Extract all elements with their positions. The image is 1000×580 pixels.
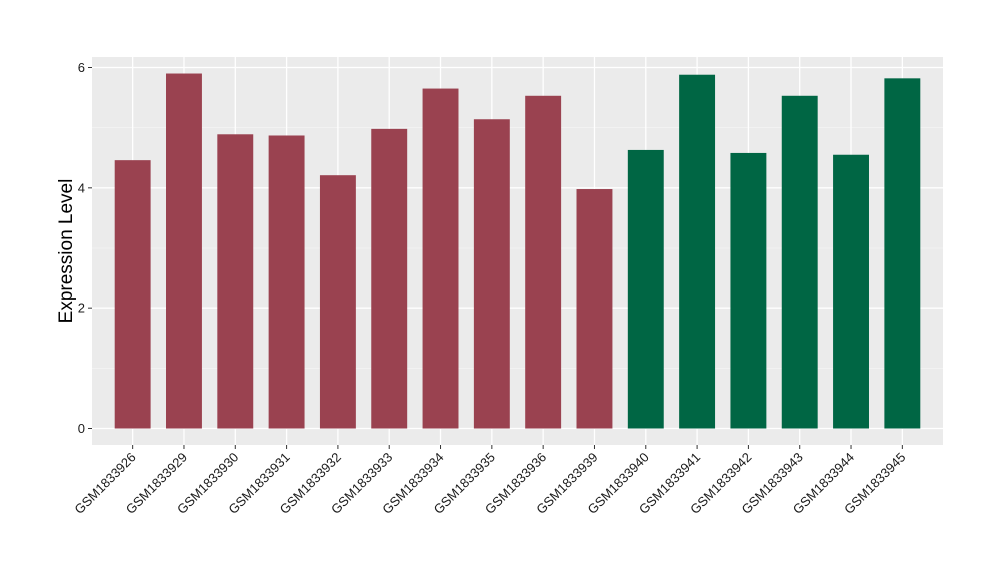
bar-GSM1833941: [679, 74, 716, 429]
bar-GSM1833929: [166, 73, 202, 429]
x-axis: GSM1833926GSM1833929GSM1833930GSM1833931…: [71, 445, 908, 517]
y-tick-label: 0: [78, 421, 85, 436]
y-tick-label: 4: [78, 180, 85, 195]
bar-GSM1833945: [884, 78, 921, 429]
y-tick-label: 6: [78, 60, 85, 75]
bar-GSM1833944: [833, 154, 869, 429]
bar-GSM1833940: [627, 149, 664, 429]
y-axis: 0 2 4 6: [78, 60, 92, 436]
bars-group: [114, 73, 921, 429]
bar-GSM1833933: [371, 128, 408, 429]
bar-GSM1833936: [525, 95, 562, 429]
bar-GSM1833926: [114, 160, 151, 429]
bar-GSM1833943: [781, 95, 818, 429]
bar-GSM1833939: [576, 189, 613, 429]
y-tick-label: 2: [78, 301, 85, 316]
bar-GSM1833930: [217, 134, 254, 429]
bar-GSM1833942: [730, 152, 767, 429]
bar-GSM1833931: [268, 135, 305, 429]
bar-GSM1833935: [473, 119, 510, 429]
bar-GSM1833932: [319, 175, 356, 429]
y-axis-title: Expression Level: [56, 179, 77, 324]
bar-GSM1833934: [422, 88, 459, 429]
